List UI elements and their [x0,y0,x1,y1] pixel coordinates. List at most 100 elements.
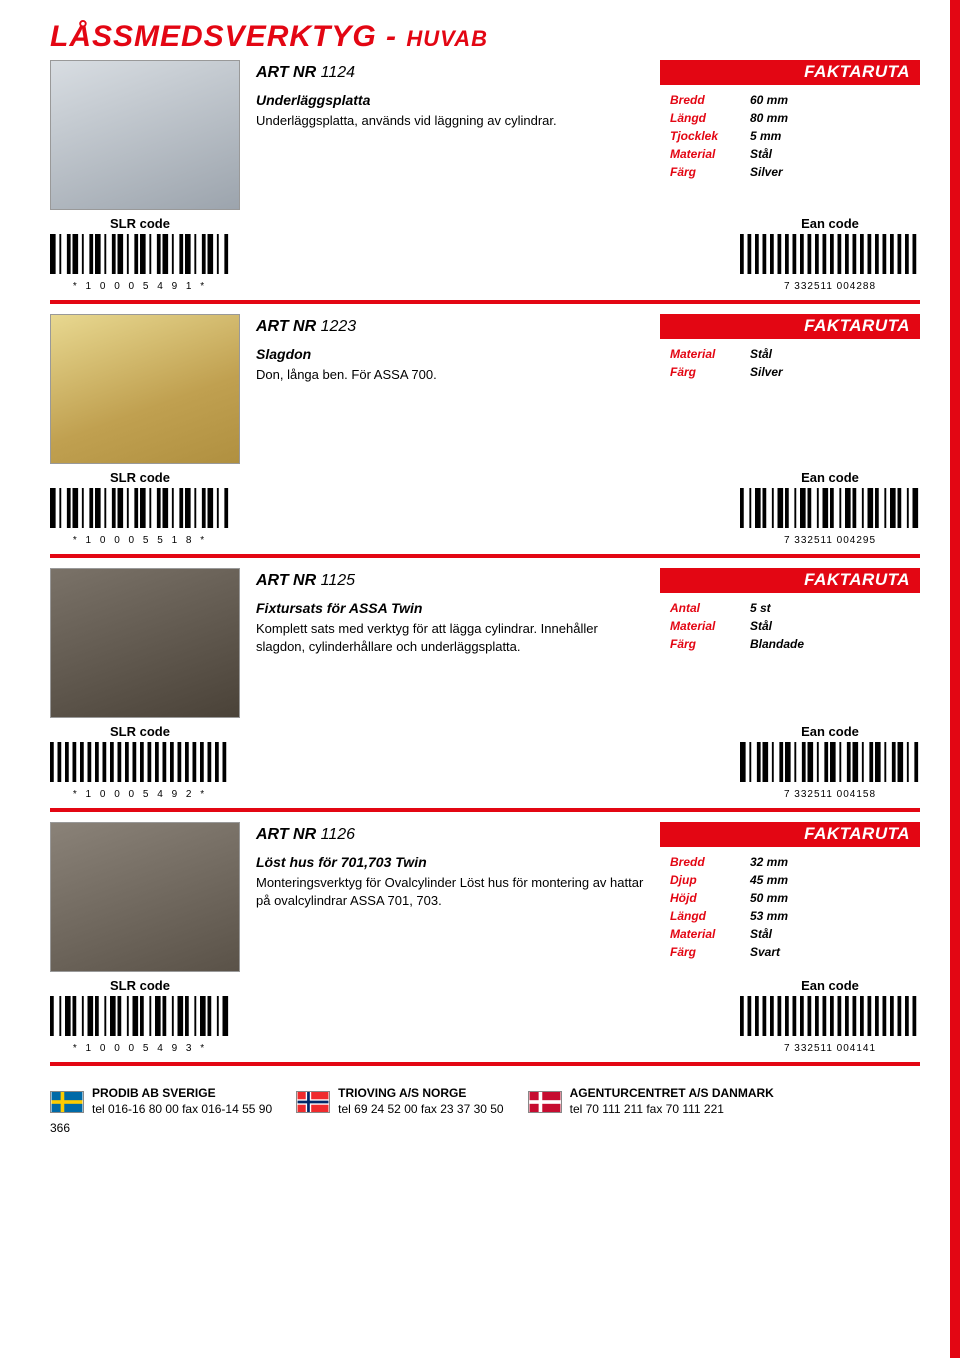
fakta-val: 53 mm [750,907,788,925]
ean-label: Ean code [740,216,920,231]
art-nr-value: 1126 [321,826,355,843]
fakta-row: Färg Blandade [670,635,910,653]
ean-code-block: Ean code 7 332511 004295 [740,470,920,546]
fakta-val: Blandade [750,635,804,653]
slr-code-block: SLR code * 1 0 0 0 5 4 9 1 * [50,216,230,292]
footer-dk: AGENTURCENTRET A/S DANMARK tel 70 111 21… [528,1086,774,1117]
codes-row: SLR code * 1 0 0 0 5 4 9 3 * Ean code 7 … [50,978,920,1054]
fakta-val: 5 st [750,599,771,617]
fakta-key: Färg [670,163,750,181]
fakta-val: Silver [750,163,783,181]
page-title: LÅSSMEDSVERKTYG - HUVAB [50,20,920,54]
page-title-sep: - [377,20,407,53]
divider [50,808,920,812]
product-name: Fixtursats för ASSA Twin [256,600,644,616]
art-nr-value: 1223 [321,318,357,335]
product-image [50,60,240,210]
fakta-val: 60 mm [750,91,788,109]
art-nr-value: 1125 [321,572,355,589]
fakta-row: Färg Svart [670,943,910,961]
footer-se-company: PRODIB AB SVERIGE [92,1086,272,1102]
flag-denmark [528,1091,562,1113]
ean-code-text: 7 332511 004158 [740,789,920,800]
fakta-val: 45 mm [750,871,788,889]
product-description: Komplett sats med verktyg för att lägga … [256,620,644,655]
ean-code-block: Ean code 7 332511 004288 [740,216,920,292]
product-description: Underläggsplatta, används vid läggning a… [256,112,644,130]
fakta-val: 5 mm [750,127,781,145]
faktaruta-header: FAKTARUTA [660,568,920,593]
faktaruta: FAKTARUTA Antal 5 st Material Stål Färg … [660,568,920,659]
art-nr: ART NR 1126 [256,826,644,844]
art-nr: ART NR 1125 [256,572,644,590]
fakta-key: Bredd [670,853,750,871]
flag-sweden [50,1091,84,1113]
fakta-key: Material [670,617,750,635]
fakta-row: Tjocklek 5 mm [670,127,910,145]
product-name: Slagdon [256,346,644,362]
slr-code-block: SLR code * 1 0 0 0 5 5 1 8 * [50,470,230,546]
slr-code-block: SLR code * 1 0 0 0 5 4 9 3 * [50,978,230,1054]
art-nr: ART NR 1223 [256,318,644,336]
fakta-row: Antal 5 st [670,599,910,617]
fakta-key: Djup [670,871,750,889]
codes-row: SLR code * 1 0 0 0 5 4 9 2 * Ean code 7 … [50,724,920,800]
ean-code-block: Ean code 7 332511 004141 [740,978,920,1054]
faktaruta: FAKTARUTA Bredd 60 mm Längd 80 mm Tjockl… [660,60,920,187]
slr-barcode [50,742,230,782]
fakta-key: Höjd [670,889,750,907]
ean-code-block: Ean code 7 332511 004158 [740,724,920,800]
fakta-val: Stål [750,617,772,635]
product-image [50,314,240,464]
footer-no-company: TRIOVING A/S NORGE [338,1086,503,1102]
slr-label: SLR code [50,978,230,993]
product-block: ART NR 1126 Löst hus för 701,703 Twin Mo… [50,822,920,1054]
ean-label: Ean code [740,724,920,739]
slr-barcode [50,488,230,528]
product-text: ART NR 1223 Slagdon Don, långa ben. För … [256,314,644,384]
slr-barcode [50,234,230,274]
divider [50,300,920,304]
page-red-edge [950,0,960,1358]
ean-code-text: 7 332511 004288 [740,281,920,292]
fakta-key: Färg [670,363,750,381]
fakta-key: Antal [670,599,750,617]
fakta-key: Färg [670,635,750,653]
ean-label: Ean code [740,978,920,993]
faktaruta-body: Material Stål Färg Silver [660,339,920,387]
footer-dk-company: AGENTURCENTRET A/S DANMARK [570,1086,774,1102]
fakta-key: Tjocklek [670,127,750,145]
fakta-row: Färg Silver [670,363,910,381]
ean-barcode [740,488,920,528]
footer-dk-contact: tel 70 111 211 fax 70 111 221 [570,1102,774,1118]
codes-row: SLR code * 1 0 0 0 5 4 9 1 * Ean code 7 … [50,216,920,292]
slr-code-block: SLR code * 1 0 0 0 5 4 9 2 * [50,724,230,800]
slr-code-text: * 1 0 0 0 5 4 9 3 * [50,1043,230,1054]
product-image [50,568,240,718]
slr-code-text: * 1 0 0 0 5 4 9 2 * [50,789,230,800]
product-description: Don, långa ben. För ASSA 700. [256,366,644,384]
product-block: ART NR 1223 Slagdon Don, långa ben. För … [50,314,920,546]
fakta-val: Stål [750,345,772,363]
fakta-key: Längd [670,907,750,925]
art-nr-value: 1124 [321,64,355,81]
ean-label: Ean code [740,470,920,485]
ean-barcode [740,742,920,782]
faktaruta-body: Bredd 60 mm Längd 80 mm Tjocklek 5 mm Ma… [660,85,920,187]
footer-no: TRIOVING A/S NORGE tel 69 24 52 00 fax 2… [296,1086,503,1117]
slr-barcode [50,996,230,1036]
fakta-val: 80 mm [750,109,788,127]
ean-barcode [740,234,920,274]
fakta-key: Längd [670,109,750,127]
footer-se-contact: tel 016-16 80 00 fax 016-14 55 90 [92,1102,272,1118]
fakta-row: Bredd 32 mm [670,853,910,871]
fakta-row: Bredd 60 mm [670,91,910,109]
ean-code-text: 7 332511 004141 [740,1043,920,1054]
slr-code-text: * 1 0 0 0 5 4 9 1 * [50,281,230,292]
faktaruta: FAKTARUTA Material Stål Färg Silver [660,314,920,387]
faktaruta: FAKTARUTA Bredd 32 mm Djup 45 mm Höjd 50… [660,822,920,967]
footer: PRODIB AB SVERIGE tel 016-16 80 00 fax 0… [50,1076,920,1117]
faktaruta-body: Bredd 32 mm Djup 45 mm Höjd 50 mm Längd … [660,847,920,967]
fakta-key: Bredd [670,91,750,109]
fakta-row: Höjd 50 mm [670,889,910,907]
